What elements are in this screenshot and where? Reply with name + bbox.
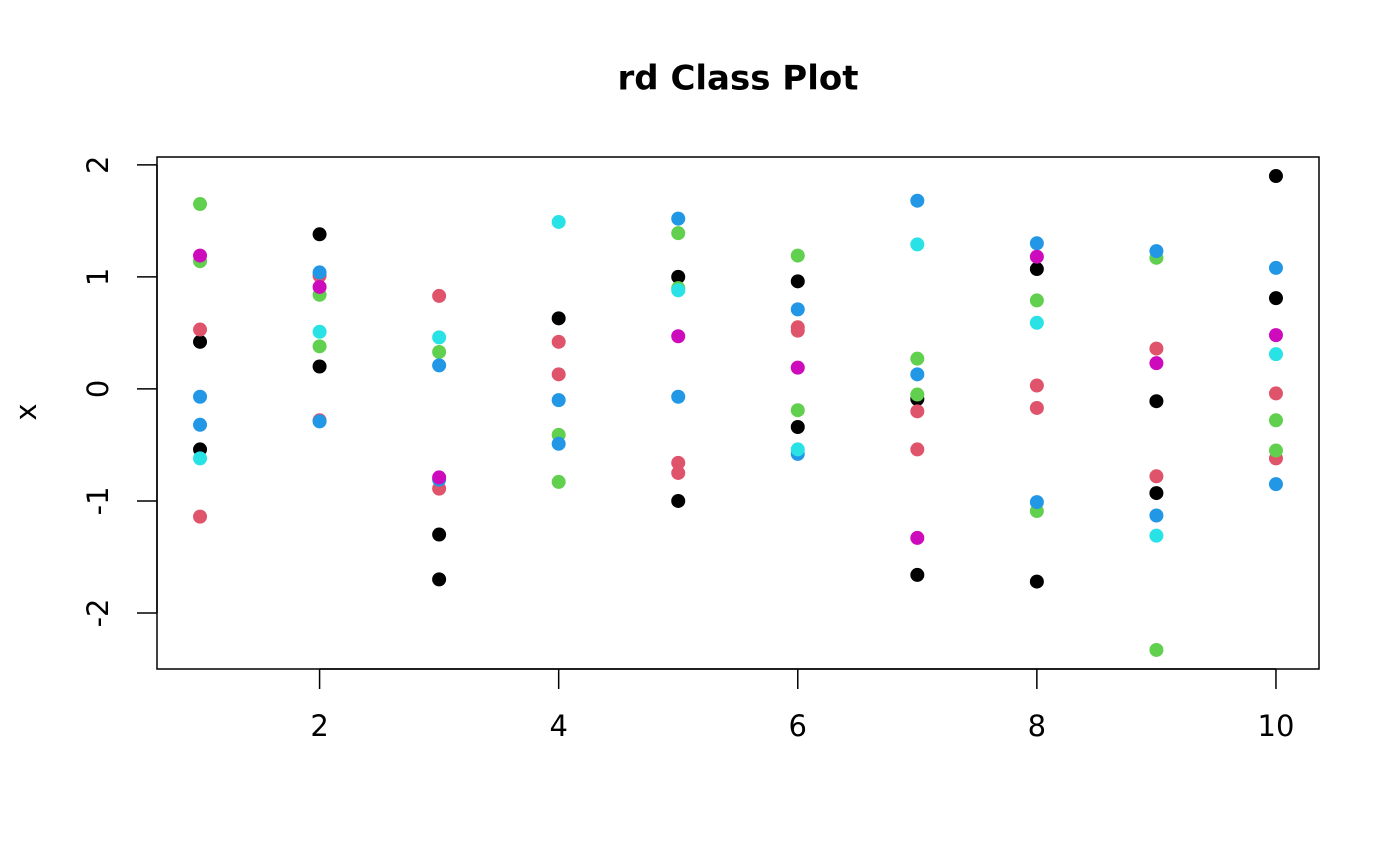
point	[312, 414, 327, 429]
point	[1268, 291, 1283, 306]
point	[1029, 236, 1044, 251]
point	[432, 330, 447, 345]
point	[1029, 400, 1044, 415]
point	[1029, 378, 1044, 393]
plot-box	[156, 156, 1320, 670]
point	[790, 323, 805, 338]
point	[790, 442, 805, 457]
point	[193, 248, 208, 263]
point	[671, 269, 686, 284]
point	[671, 211, 686, 226]
point	[312, 324, 327, 339]
point	[671, 493, 686, 508]
point	[1029, 315, 1044, 330]
point	[910, 404, 925, 419]
point	[432, 344, 447, 359]
point	[1268, 328, 1283, 343]
point	[193, 334, 208, 349]
point	[551, 367, 566, 382]
point	[790, 403, 805, 418]
point	[193, 509, 208, 524]
y-tick-label: -1	[81, 486, 115, 515]
point	[1268, 443, 1283, 458]
point	[551, 311, 566, 326]
point	[671, 455, 686, 470]
point	[551, 393, 566, 408]
point	[312, 339, 327, 354]
point	[1268, 260, 1283, 275]
point	[1149, 244, 1164, 259]
point	[1149, 486, 1164, 501]
point	[910, 237, 925, 252]
point	[671, 389, 686, 404]
point	[312, 265, 327, 280]
point	[1149, 528, 1164, 543]
point	[1149, 341, 1164, 356]
point	[1029, 495, 1044, 510]
point	[432, 358, 447, 373]
point	[671, 465, 686, 480]
y-tick-label: 0	[81, 380, 115, 398]
point	[1149, 642, 1164, 657]
point	[910, 442, 925, 457]
point	[193, 197, 208, 212]
point	[432, 470, 447, 485]
point	[790, 248, 805, 263]
point	[193, 451, 208, 466]
point	[1029, 293, 1044, 308]
point	[1149, 394, 1164, 409]
point	[910, 567, 925, 582]
point	[432, 572, 447, 587]
point	[910, 351, 925, 366]
y-tick-label: 2	[81, 156, 115, 174]
point	[1149, 356, 1164, 371]
point	[790, 360, 805, 375]
point	[312, 227, 327, 242]
x-tick-label: 2	[310, 709, 328, 743]
point	[193, 389, 208, 404]
point	[790, 274, 805, 289]
point	[671, 329, 686, 344]
point	[1268, 477, 1283, 492]
point	[551, 214, 566, 229]
point	[432, 288, 447, 303]
point	[910, 193, 925, 208]
point	[1029, 249, 1044, 264]
point	[312, 279, 327, 294]
x-tick-label: 8	[1028, 709, 1046, 743]
point	[193, 322, 208, 337]
y-tick-label: 1	[81, 268, 115, 286]
point	[910, 530, 925, 545]
point	[790, 302, 805, 317]
point	[1268, 386, 1283, 401]
point	[1149, 469, 1164, 484]
point	[1268, 413, 1283, 428]
point	[1268, 169, 1283, 184]
point	[551, 436, 566, 451]
point	[910, 367, 925, 382]
point	[671, 283, 686, 298]
point	[551, 474, 566, 489]
point	[910, 387, 925, 402]
point	[193, 417, 208, 432]
y-tick-label: -2	[81, 599, 115, 628]
point	[432, 527, 447, 542]
point	[1029, 574, 1044, 589]
x-tick-label: 6	[789, 709, 807, 743]
point	[671, 226, 686, 241]
point	[551, 334, 566, 349]
point	[1029, 262, 1044, 277]
x-tick-label: 10	[1258, 709, 1295, 743]
point	[1149, 508, 1164, 523]
point	[790, 420, 805, 435]
point	[312, 359, 327, 374]
x-tick-label: 4	[549, 709, 567, 743]
y-axis-label: x	[9, 403, 43, 420]
point	[1268, 347, 1283, 362]
chart-title: rd Class Plot	[618, 59, 859, 99]
